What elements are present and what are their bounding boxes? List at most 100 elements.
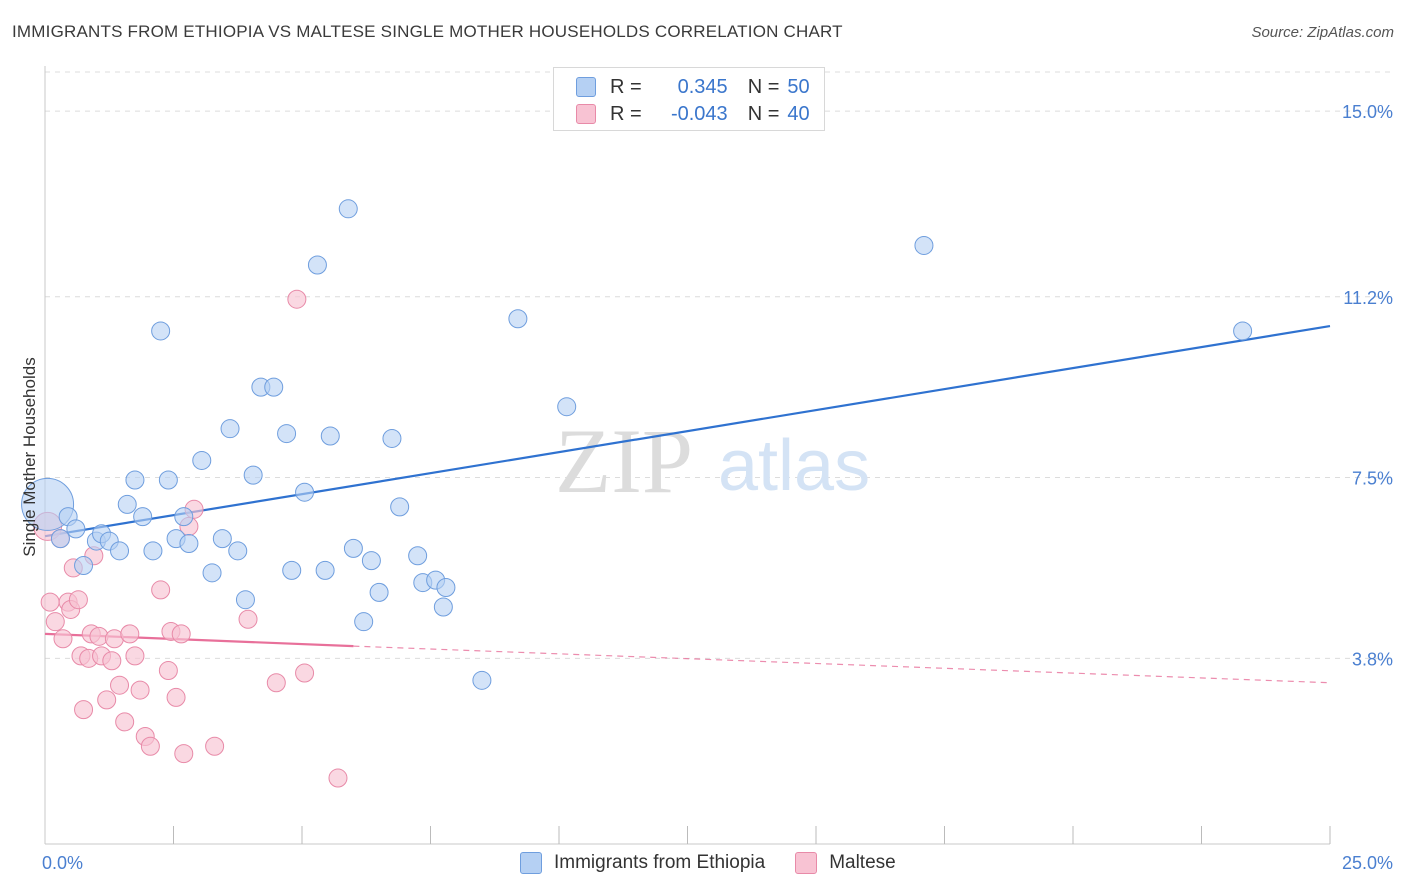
watermark-atlas: atlas <box>718 426 870 506</box>
maltese-point <box>110 675 130 695</box>
legend-label-maltese: Maltese <box>829 852 896 873</box>
legend-item-ethiopia: Immigrants from Ethiopia <box>520 852 765 874</box>
maltese-point <box>171 624 191 644</box>
chart-title: IMMIGRANTS FROM ETHIOPIA VS MALTESE SING… <box>12 22 843 41</box>
grid-lines <box>45 71 1395 659</box>
ethiopia-point <box>125 470 145 490</box>
tick-labels: 3.8% 7.5% 11.2% 15.0% 0.0% 25.0% <box>42 102 1393 873</box>
maltese-point <box>174 744 194 764</box>
ethiopia-point <box>295 482 315 502</box>
r-value-maltese: -0.043 <box>670 102 728 125</box>
maltese-legend-swatch <box>795 852 818 874</box>
ethiopia-point <box>369 582 389 602</box>
ethiopia-point <box>202 563 222 583</box>
maltese-point <box>158 661 178 681</box>
trend-line-ethiopia <box>44 324 1331 538</box>
ethiopia-point <box>74 555 94 575</box>
ethiopia-point <box>192 450 212 470</box>
maltese-point <box>295 663 315 683</box>
maltese-point <box>151 580 171 600</box>
ethiopia-point <box>235 590 255 610</box>
ethiopia-point <box>282 560 302 580</box>
ethiopia-point <box>277 424 297 444</box>
ethiopia-point <box>436 577 456 597</box>
maltese-swatch <box>576 104 596 124</box>
ethiopia-point <box>408 546 428 566</box>
ethiopia-point <box>315 560 335 580</box>
ethiopia-point <box>382 428 402 448</box>
ethiopia-point <box>133 507 153 527</box>
maltese-point <box>266 673 286 693</box>
maltese-point <box>115 712 135 732</box>
y-tick-label-3: 15.0% <box>1342 102 1393 122</box>
x-tick-label-1: 25.0% <box>1342 853 1393 873</box>
ethiopia-point <box>243 465 263 485</box>
ethiopia-point <box>50 529 70 549</box>
n-value-ethiopia: 50 <box>787 75 810 98</box>
ethiopia-swatch <box>576 77 596 97</box>
n-label: N = <box>747 75 780 98</box>
ethiopia-point <box>320 426 340 446</box>
ethiopia-point <box>307 255 327 275</box>
maltese-point <box>130 680 150 700</box>
ethiopia-point <box>361 551 381 571</box>
ethiopia-legend-swatch <box>520 852 542 874</box>
ethiopia-point <box>1233 321 1253 341</box>
ethiopia-point <box>117 494 137 514</box>
y-tick-label-1: 7.5% <box>1352 469 1393 489</box>
legend-row-maltese: R = -0.043 N = 40 <box>576 103 810 125</box>
data-points <box>21 199 1253 788</box>
maltese-point <box>40 592 60 612</box>
n-value-maltese: 40 <box>787 102 810 125</box>
ethiopia-point <box>914 235 934 255</box>
legend-row-ethiopia: R = 0.345 N = 50 <box>576 76 810 98</box>
ethiopia-point <box>174 507 194 527</box>
r-label: R = <box>610 102 642 125</box>
ethiopia-point <box>343 538 363 558</box>
maltese-point <box>53 629 73 649</box>
maltese-point <box>68 590 88 610</box>
x-tick-label-0: 0.0% <box>42 853 83 873</box>
ethiopia-point <box>151 321 171 341</box>
ethiopia-point <box>472 670 492 690</box>
legend-item-maltese: Maltese <box>795 852 896 874</box>
r-label: R = <box>610 75 642 98</box>
ethiopia-point <box>143 541 163 561</box>
watermark-zip: ZIP <box>555 410 693 512</box>
maltese-point <box>97 690 117 710</box>
ethiopia-point <box>433 597 453 617</box>
axes <box>44 66 1331 845</box>
trend-line-maltese-extrapolated <box>353 645 1331 684</box>
ethiopia-point <box>264 377 284 397</box>
y-tick-label-2: 11.2% <box>1343 288 1393 308</box>
maltese-point <box>45 612 65 632</box>
ethiopia-point <box>557 397 577 417</box>
y-tick-label-0: 3.8% <box>1352 649 1393 669</box>
ethiopia-point <box>338 199 358 219</box>
legend-label-ethiopia: Immigrants from Ethiopia <box>554 852 766 873</box>
maltese-point <box>166 687 186 707</box>
ethiopia-point <box>212 529 232 549</box>
ethiopia-point <box>158 470 178 490</box>
ethiopia-point <box>508 309 528 329</box>
maltese-point <box>140 736 160 756</box>
maltese-point <box>205 736 225 756</box>
series-legend: Immigrants from Ethiopia Maltese <box>520 852 926 874</box>
ethiopia-point <box>220 419 240 439</box>
maltese-point <box>125 646 145 666</box>
maltese-point <box>120 624 140 644</box>
ethiopia-point <box>66 519 86 539</box>
y-axis-label: Single Mother Households <box>20 357 39 556</box>
ethiopia-point <box>110 541 130 561</box>
n-label: N = <box>747 102 780 125</box>
ethiopia-point <box>179 534 199 554</box>
maltese-point <box>328 768 348 788</box>
correlation-legend: R = 0.345 N = 50 R = -0.043 N = 40 <box>553 67 825 131</box>
ethiopia-point <box>390 497 410 517</box>
maltese-point <box>287 289 307 309</box>
maltese-point <box>74 700 94 720</box>
source-label: Source: ZipAtlas.com <box>1251 24 1394 41</box>
maltese-point <box>102 651 122 671</box>
ethiopia-point <box>354 612 374 632</box>
